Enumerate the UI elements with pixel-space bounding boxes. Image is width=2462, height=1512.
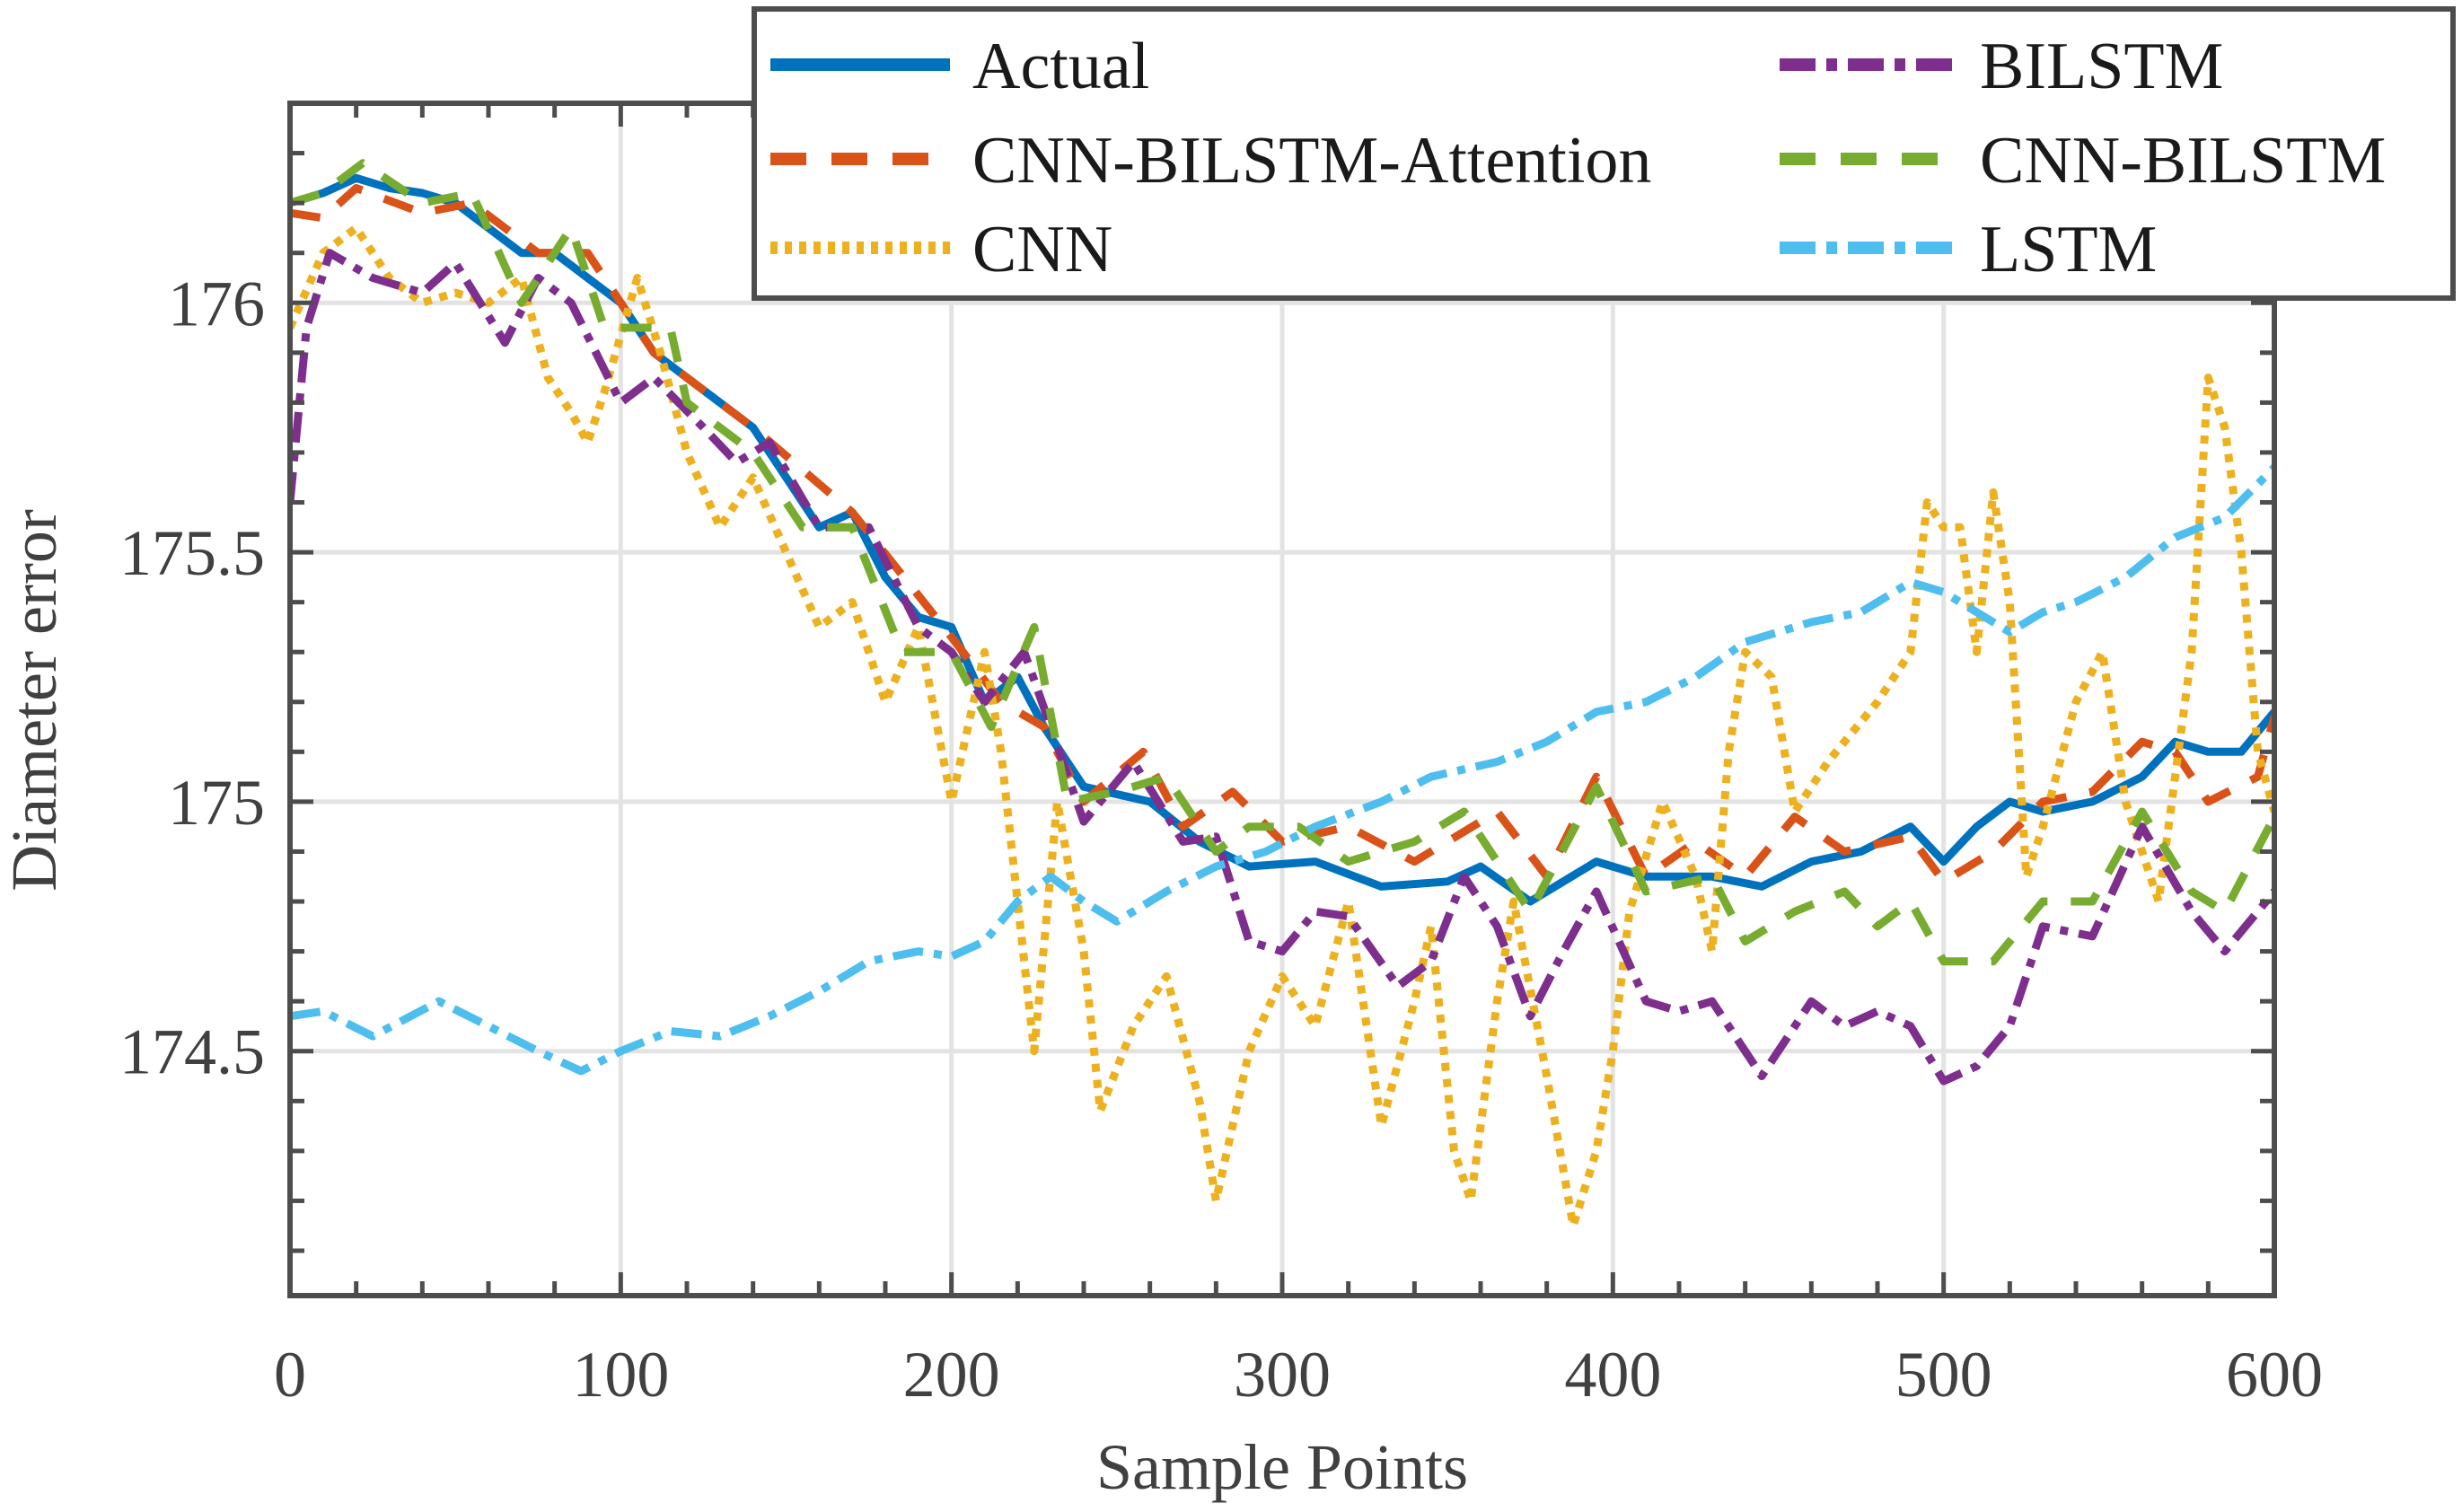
x-axis-label: Sample Points	[1096, 1431, 1468, 1503]
series-line-bilstm	[290, 249, 2274, 1086]
y-tick-label: 175	[168, 767, 265, 839]
series-line-cnn-bilstm	[290, 159, 2274, 966]
series-group	[290, 159, 2274, 1230]
x-tick-label: 0	[274, 1339, 306, 1411]
series-line-cnn-bilstm-attention	[290, 184, 2274, 886]
x-tick-labels: 0 100 200 300 400 500 600	[274, 1339, 2323, 1411]
y-tick-label: 175.5	[119, 517, 265, 589]
x-tick-label: 500	[1895, 1339, 1992, 1411]
legend-label: BILSTM	[1980, 30, 2223, 103]
legend-label: LSTM	[1980, 213, 2157, 286]
legend-label: CNN-BILSTM	[1980, 124, 2386, 198]
series-line-actual	[290, 173, 2274, 906]
legend: Actual BILSTM CNN-BILSTM-Attention CNN-BILS…	[752, 6, 2456, 301]
legend-label: CNN-BILSTM-Attention	[972, 124, 1651, 198]
y-tick-labels: 174.5 175 175.5 176	[119, 268, 265, 1087]
x-tick-label: 300	[1234, 1339, 1331, 1411]
legend-box	[752, 6, 2456, 301]
x-tick-label: 100	[572, 1339, 669, 1411]
series-line-cnn	[290, 224, 2274, 1230]
series-line-lstm	[290, 464, 2274, 1076]
y-tick-label: 174.5	[119, 1016, 265, 1088]
y-tick-label: 176	[168, 268, 265, 339]
legend-label: CNN	[972, 213, 1112, 286]
legend-label: Actual	[972, 30, 1149, 103]
x-tick-label: 600	[2226, 1339, 2323, 1411]
y-axis-label: Diameter error	[0, 509, 70, 892]
x-tick-label: 400	[1564, 1339, 1661, 1411]
x-tick-label: 200	[903, 1339, 1000, 1411]
